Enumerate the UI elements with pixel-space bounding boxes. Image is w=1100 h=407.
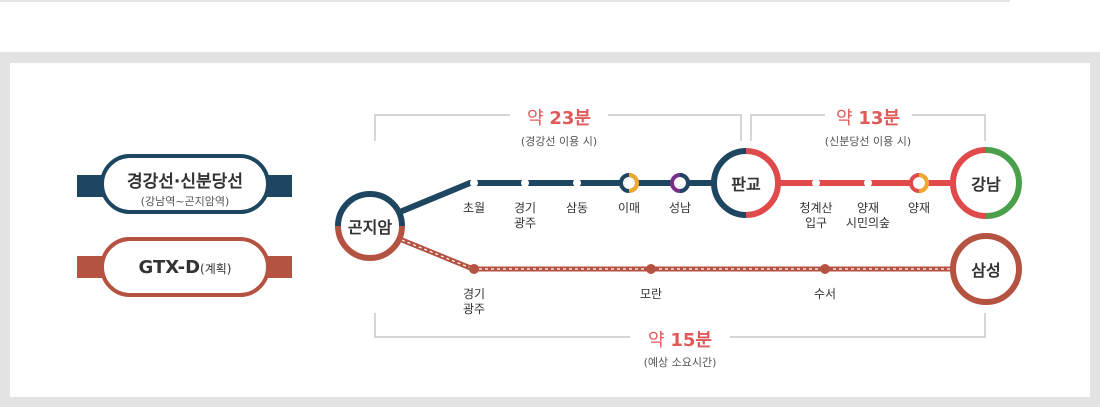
legend-gtx-d: GTX-D(계획) bbox=[77, 237, 292, 297]
duration-note: (신분당선 이용 시) bbox=[825, 135, 911, 148]
label-samdong: 삼동 bbox=[566, 201, 588, 215]
duration-note: (경강선 이용 시) bbox=[521, 135, 597, 148]
station-seongnam-transfer bbox=[670, 173, 690, 193]
station-imae-transfer bbox=[619, 173, 639, 193]
legend-title: GTX-D(계획) bbox=[104, 257, 266, 278]
station-name: 삼성 bbox=[971, 261, 1000, 280]
duration-value: 15분 bbox=[670, 330, 712, 351]
duration-value: 13분 bbox=[858, 108, 900, 129]
label-yangjae: 양재 bbox=[908, 201, 930, 215]
legend-subtitle: (강남역~곤지암역) bbox=[140, 195, 230, 208]
station-yangjae-transfer bbox=[909, 173, 929, 193]
label-suseo: 수서 bbox=[814, 287, 836, 301]
label-seongnam: 성남 bbox=[669, 201, 691, 215]
route-panel: 경강선·신분당선 (강남역~곤지암역) GTX-D(계획) 약 23분 (경강선… bbox=[0, 52, 1100, 407]
legend-title: 경강선·신분당선 bbox=[127, 172, 243, 192]
duration-label-23: 약 23분 bbox=[527, 108, 591, 129]
legend-gtx-title: GTX-D bbox=[138, 257, 201, 278]
label-cheonggyesan-2: 입구 bbox=[805, 216, 827, 230]
station-dot-suseo bbox=[820, 264, 830, 274]
duration-bracket-gyeonggang: 약 23분 (경강선 이용 시) bbox=[374, 108, 742, 148]
station-dot-samdong bbox=[573, 179, 581, 187]
label-gyeonggi-gwangju-1: 경기 bbox=[514, 201, 536, 215]
duration-prefix: 약 bbox=[836, 108, 858, 129]
top-divider bbox=[0, 0, 1010, 2]
station-name: 판교 bbox=[731, 175, 761, 194]
station-dot-yangjae-park bbox=[864, 179, 872, 187]
duration-value: 23분 bbox=[549, 108, 591, 129]
duration-prefix: 약 bbox=[648, 330, 670, 351]
route-card: 경강선·신분당선 (강남역~곤지암역) GTX-D(계획) 약 23분 (경강선… bbox=[10, 63, 1090, 397]
duration-bracket-gtx: 약 15분 (예상 소요시간) bbox=[374, 313, 986, 369]
label-gtx-gwangju-2: 광주 bbox=[463, 302, 485, 316]
duration-label-15: 약 15분 bbox=[648, 330, 712, 351]
label-gtx-gwangju-1: 경기 bbox=[463, 287, 485, 301]
station-name: 곤지암 bbox=[348, 218, 392, 237]
label-imae: 이매 bbox=[618, 201, 640, 215]
duration-bracket-shinbundang: 약 13분 (신분당선 이용 시) bbox=[750, 108, 986, 148]
label-cheonggyesan-1: 청계산 bbox=[799, 201, 832, 215]
route-map: 약 23분 (경강선 이용 시) 약 13분 (신분당선 이용 시) 약 15분… bbox=[335, 108, 1022, 369]
legend-pill-brick: GTX-D(계획) bbox=[100, 237, 270, 297]
station-dot-chowol bbox=[470, 179, 478, 187]
duration-note: (예상 소요시간) bbox=[644, 356, 717, 369]
legend-gyeonggang-shinbundang: 경강선·신분당선 (강남역~곤지암역) bbox=[77, 154, 292, 218]
label-yangjae-park-2: 시민의숲 bbox=[846, 216, 890, 230]
station-samseong: 삼성 bbox=[950, 233, 1022, 305]
duration-prefix: 약 bbox=[527, 108, 549, 129]
station-dot-moran bbox=[646, 264, 656, 274]
label-moran: 모란 bbox=[640, 287, 662, 301]
legend-gtx-suffix: (계획) bbox=[200, 262, 232, 276]
station-gonjiam: 곤지암 bbox=[335, 191, 405, 261]
label-yangjae-park-1: 양재 bbox=[857, 201, 879, 215]
station-pangyo: 판교 bbox=[711, 148, 781, 218]
station-gangnam: 강남 bbox=[950, 147, 1022, 219]
legend-pill-navy: 경강선·신분당선 (강남역~곤지암역) bbox=[100, 154, 270, 214]
station-name: 강남 bbox=[971, 175, 1001, 194]
line-gtx-d bbox=[401, 237, 985, 272]
label-chowol: 초월 bbox=[463, 201, 485, 215]
station-dot-gtx-gwangju bbox=[469, 264, 479, 274]
station-dot-gyeonggi-gwangju bbox=[521, 179, 529, 187]
label-gyeonggi-gwangju-2: 광주 bbox=[514, 216, 536, 230]
duration-label-13: 약 13분 bbox=[836, 108, 900, 129]
station-dot-cheonggyesan bbox=[812, 179, 820, 187]
